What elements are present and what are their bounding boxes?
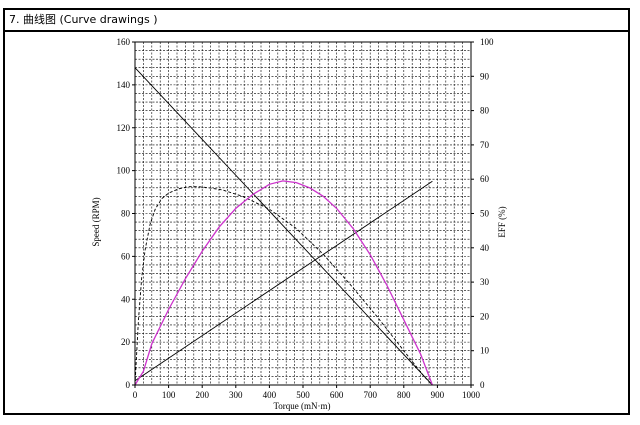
series-line-3 xyxy=(134,186,433,386)
y-tick-label: 40 xyxy=(121,294,131,304)
y-axis-label: Speed (RPM) xyxy=(91,197,101,246)
x-tick-label: 1000 xyxy=(462,390,481,400)
x-tick-label: 200 xyxy=(195,390,209,400)
y2-axis-label: EFF (%) xyxy=(497,206,507,237)
y2-tick-label: 50 xyxy=(480,209,490,219)
chart-area: 0 100 200 300 400 500 600 700 800 900 1000 0 20 40 60 8… xyxy=(5,32,628,413)
y-tick-label: 100 xyxy=(117,166,131,176)
y-tick-label: 160 xyxy=(117,37,131,47)
curve-chart: 0 100 200 300 400 500 600 700 800 900 100002040608… xyxy=(91,37,507,411)
x-tick-label: 100 xyxy=(162,390,176,400)
y2-tick-label: 80 xyxy=(480,106,490,116)
y2-tick-label: 30 xyxy=(480,277,490,287)
section-header: 7. 曲线图 (Curve drawings ) xyxy=(5,10,628,32)
x-tick-label: 800 xyxy=(397,390,411,400)
y-tick-label: 0 xyxy=(126,380,131,390)
series-line-2 xyxy=(134,180,433,382)
x-tick-label: 500 xyxy=(296,390,310,400)
y-tick-label: 140 xyxy=(117,80,131,90)
y2-tick-label: 60 xyxy=(480,174,490,184)
y-tick-label: 60 xyxy=(121,251,131,261)
y-tick-label: 120 xyxy=(117,123,131,133)
chart-frame: 7. 曲线图 (Curve drawings ) 0 100 200 300 400 50… xyxy=(3,8,630,415)
series-line-1 xyxy=(134,67,433,386)
x-tick-label: 600 xyxy=(330,390,344,400)
y2-tick-label: 20 xyxy=(480,311,490,321)
x-tick-label: 300 xyxy=(229,390,243,400)
x-tick-label: 900 xyxy=(431,390,445,400)
x-tick-label: 700 xyxy=(363,390,377,400)
y2-tick-label: 100 xyxy=(480,37,494,47)
y-tick-label: 80 xyxy=(121,209,131,219)
y2-tick-label: 40 xyxy=(480,243,490,253)
x-axis-label: Torque (mN·m) xyxy=(273,401,330,411)
series-line-4 xyxy=(134,180,434,386)
y2-tick-label: 10 xyxy=(480,346,490,356)
y2-tick-label: 70 xyxy=(480,140,490,150)
y-tick-label: 20 xyxy=(121,337,131,347)
y2-tick-label: 0 xyxy=(480,380,485,390)
x-tick-label: 400 xyxy=(263,390,277,400)
x-tick-label: 0 xyxy=(133,390,138,400)
y2-tick-label: 90 xyxy=(480,71,490,81)
